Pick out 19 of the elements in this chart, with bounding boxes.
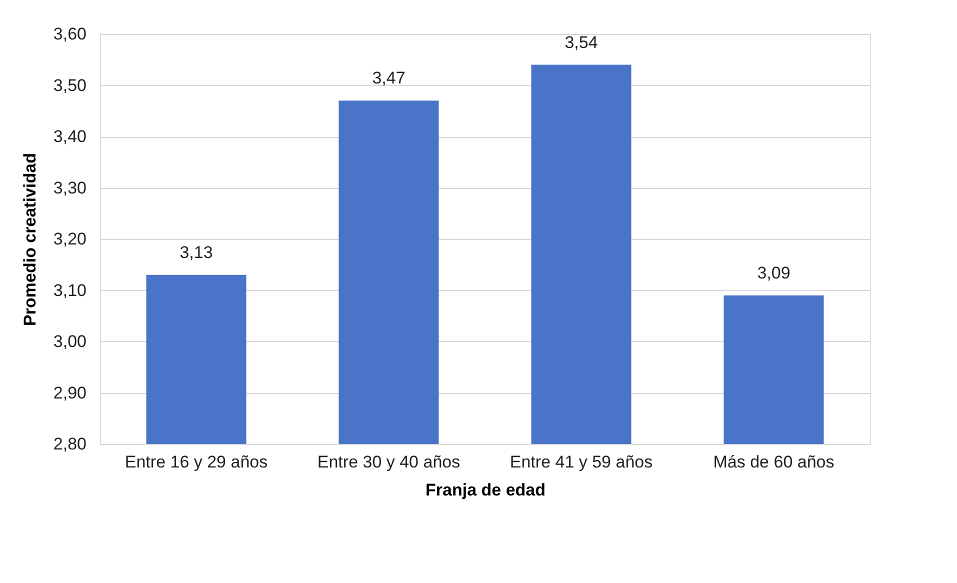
x-axis-title: Franja de edad (426, 480, 546, 500)
x-tick-label: Entre 41 y 59 años (510, 452, 653, 472)
y-tick-label: 2,90 (53, 383, 86, 402)
y-tick-label: 2,80 (53, 434, 86, 454)
y-tick-label: 3,00 (53, 332, 86, 351)
x-tick-label: Entre 16 y 29 años (124, 452, 268, 472)
y-tick-label: 3,20 (53, 230, 86, 248)
y-axis-title: Promedio creatividad (20, 153, 40, 326)
y-tick-label: 3,50 (53, 76, 86, 95)
y-tick-label: 3,30 (53, 178, 86, 198)
y-tick-label: 3,60 (53, 24, 86, 44)
y-tick-label: 3,40 (53, 127, 86, 146)
data-label: 3,47 (372, 68, 406, 88)
data-label: 3,54 (564, 32, 598, 52)
x-tick-label: Más de 60 años (713, 452, 834, 472)
data-label: 3,13 (180, 242, 213, 262)
x-tick-label: Entre 30 y 40 años (317, 452, 460, 472)
data-label: 3,09 (757, 263, 790, 282)
y-tick-label: 3,10 (53, 280, 86, 300)
